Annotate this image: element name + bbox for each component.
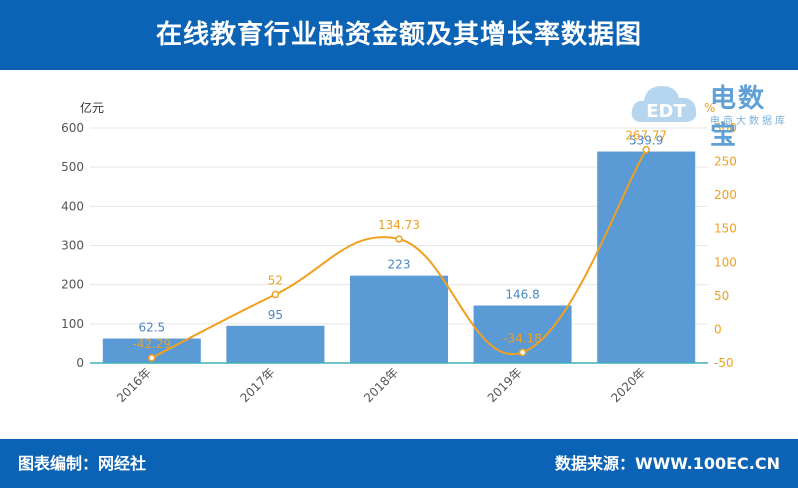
bar-value-label: 223 xyxy=(388,258,411,272)
line-value-label: -42.29 xyxy=(132,337,171,351)
bar-value-label: 539.9 xyxy=(629,134,663,148)
y2-tick-label: 50 xyxy=(714,289,729,303)
bar xyxy=(226,325,325,363)
logo-subtext: 电商大数据库 xyxy=(710,116,788,127)
line-series xyxy=(148,145,650,362)
line-point xyxy=(642,145,650,154)
y2-tick-label: 300 xyxy=(714,121,737,135)
y-tick-label: 600 xyxy=(61,121,84,135)
y2-tick-label: -50 xyxy=(714,356,734,370)
line-value-label: -34.18 xyxy=(503,331,542,345)
line-point xyxy=(271,290,280,299)
y-tick-label: 200 xyxy=(61,278,84,292)
data-labels: 62.5 95 223 146.8 539.9 -42.29 52 134.73 -34.18 2… xyxy=(132,129,667,351)
bar xyxy=(350,275,448,363)
y-tick-label: 100 xyxy=(61,317,84,331)
logo-text: 电数宝 xyxy=(710,84,767,151)
y-tick-label: 0 xyxy=(76,356,84,370)
y2-tick-label: 250 xyxy=(714,155,737,169)
chart-credit: 图表编制：网经社 xyxy=(18,454,147,473)
page-title: 在线教育行业融资金额及其增长率数据图 xyxy=(155,20,642,50)
x-tick-label: 2016年 xyxy=(114,365,154,405)
line-point xyxy=(518,348,527,357)
logo: EDT 电数宝 电商大数据库 xyxy=(628,74,793,151)
x-tick-label: 2017年 xyxy=(238,365,278,405)
y-tick-label: 400 xyxy=(61,199,84,213)
x-tick-label: 2018年 xyxy=(361,365,401,405)
y2-axis-title: % xyxy=(704,101,715,115)
x-tick-label: 2020年 xyxy=(608,365,648,405)
line-value-label: 52 xyxy=(268,274,283,288)
y-axis-title: 亿元 xyxy=(80,100,104,115)
line-point xyxy=(395,235,403,243)
bar-value-label: 146.8 xyxy=(505,288,539,302)
data-source: 数据来源：WWW.100EC.CN xyxy=(554,454,780,473)
line-point xyxy=(148,354,156,362)
bar xyxy=(597,151,696,363)
y-tick-label: 300 xyxy=(61,239,84,253)
bar-value-label: 95 xyxy=(268,308,283,322)
y2-tick-label: 0 xyxy=(714,322,722,336)
footer-bar: 图表编制：网经社 数据来源：WWW.100EC.CN xyxy=(0,439,798,488)
y2-tick-label: 150 xyxy=(714,222,737,236)
y2-tick-label: 200 xyxy=(714,188,737,202)
line-value-label: 134.73 xyxy=(378,218,420,232)
growth-rate-line xyxy=(151,149,648,359)
bar-series xyxy=(102,151,696,363)
cloud-icon: EDT xyxy=(631,86,697,122)
title-bar: 在线教育行业融资金额及其增长率数据图 xyxy=(0,0,798,70)
x-tick-label: 2019年 xyxy=(485,365,525,405)
line-value-label: 267.77 xyxy=(625,129,667,143)
y2-tick-label: 100 xyxy=(714,255,737,269)
chart: 62.5 95 223 146.8 539.9 -42.29 52 134.73 -34.18 2… xyxy=(61,100,737,405)
bar-value-label: 62.5 xyxy=(138,321,165,335)
cloud-text: EDT xyxy=(646,101,686,122)
y-tick-label: 500 xyxy=(61,160,84,174)
